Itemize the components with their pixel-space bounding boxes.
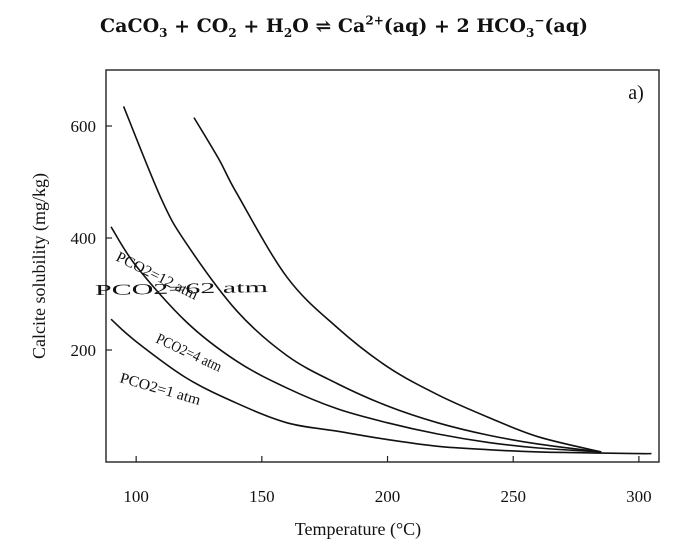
x-tick-label: 150 bbox=[249, 487, 275, 506]
eq-superscript: 2+ bbox=[365, 14, 384, 28]
curve-label: PCO2=4 atm bbox=[153, 331, 224, 376]
curve-pco2-12-atm bbox=[122, 106, 602, 453]
curve-pco2-62-atm bbox=[193, 117, 602, 453]
y-tick-label: 200 bbox=[71, 341, 97, 360]
eq-subscript: 3 bbox=[159, 26, 168, 41]
y-axis-label: Calcite solubility (mg/kg) bbox=[29, 173, 50, 359]
eq-text: CaCO bbox=[100, 15, 160, 38]
x-tick-label: 250 bbox=[500, 487, 526, 506]
eq-state: (aq) bbox=[544, 15, 588, 38]
x-axis-label: Temperature (°C) bbox=[295, 519, 421, 540]
eq-superscript: − bbox=[534, 14, 545, 28]
eq-text: O bbox=[292, 15, 309, 38]
eq-reactant-calcite: CaCO3 bbox=[100, 15, 168, 41]
eq-subscript: 3 bbox=[525, 26, 535, 41]
eq-product-calcium: Ca2+(aq) bbox=[337, 14, 428, 38]
panel-label: a) bbox=[628, 82, 644, 104]
y-tick-label: 600 bbox=[71, 117, 97, 136]
eq-state: (aq) bbox=[383, 15, 428, 38]
curves-group bbox=[110, 106, 652, 455]
x-tick-label: 200 bbox=[375, 487, 401, 506]
curve-pco2-4-atm bbox=[110, 226, 602, 453]
eq-text: Ca bbox=[337, 15, 366, 38]
eq-text: CO bbox=[196, 15, 229, 38]
eq-subscript: 2 bbox=[283, 26, 293, 41]
y-tick-label: 400 bbox=[71, 229, 97, 248]
eq-reactant-co2: CO2 bbox=[196, 15, 237, 41]
eq-reactant-water: H2O bbox=[265, 15, 309, 41]
plot-frame bbox=[105, 69, 660, 463]
curve-label: PCO2=62 atm bbox=[95, 280, 269, 299]
x-tick-label: 300 bbox=[626, 487, 652, 506]
eq-text: H bbox=[265, 15, 284, 38]
eq-plus: + bbox=[433, 15, 450, 38]
eq-subscript: 2 bbox=[228, 26, 237, 41]
reaction-equation: CaCO3 + CO2 + H2O ⇌ Ca2+(aq) + 2 HCO3−(a… bbox=[0, 14, 688, 40]
eq-equilibrium-arrow: ⇌ bbox=[315, 15, 332, 38]
curve-pco2-1-atm bbox=[110, 318, 652, 455]
curve-label: PCO2=1 atm bbox=[118, 370, 203, 408]
axis-ticks: 100 150 200 250 300 200 400 600 bbox=[71, 117, 652, 506]
eq-plus: + bbox=[243, 15, 260, 38]
eq-product-bicarbonate: 2 HCO3−(aq) bbox=[456, 14, 588, 41]
eq-plus: + bbox=[174, 15, 191, 38]
eq-text: 2 HCO bbox=[456, 15, 526, 38]
x-tick-label: 100 bbox=[123, 487, 149, 506]
